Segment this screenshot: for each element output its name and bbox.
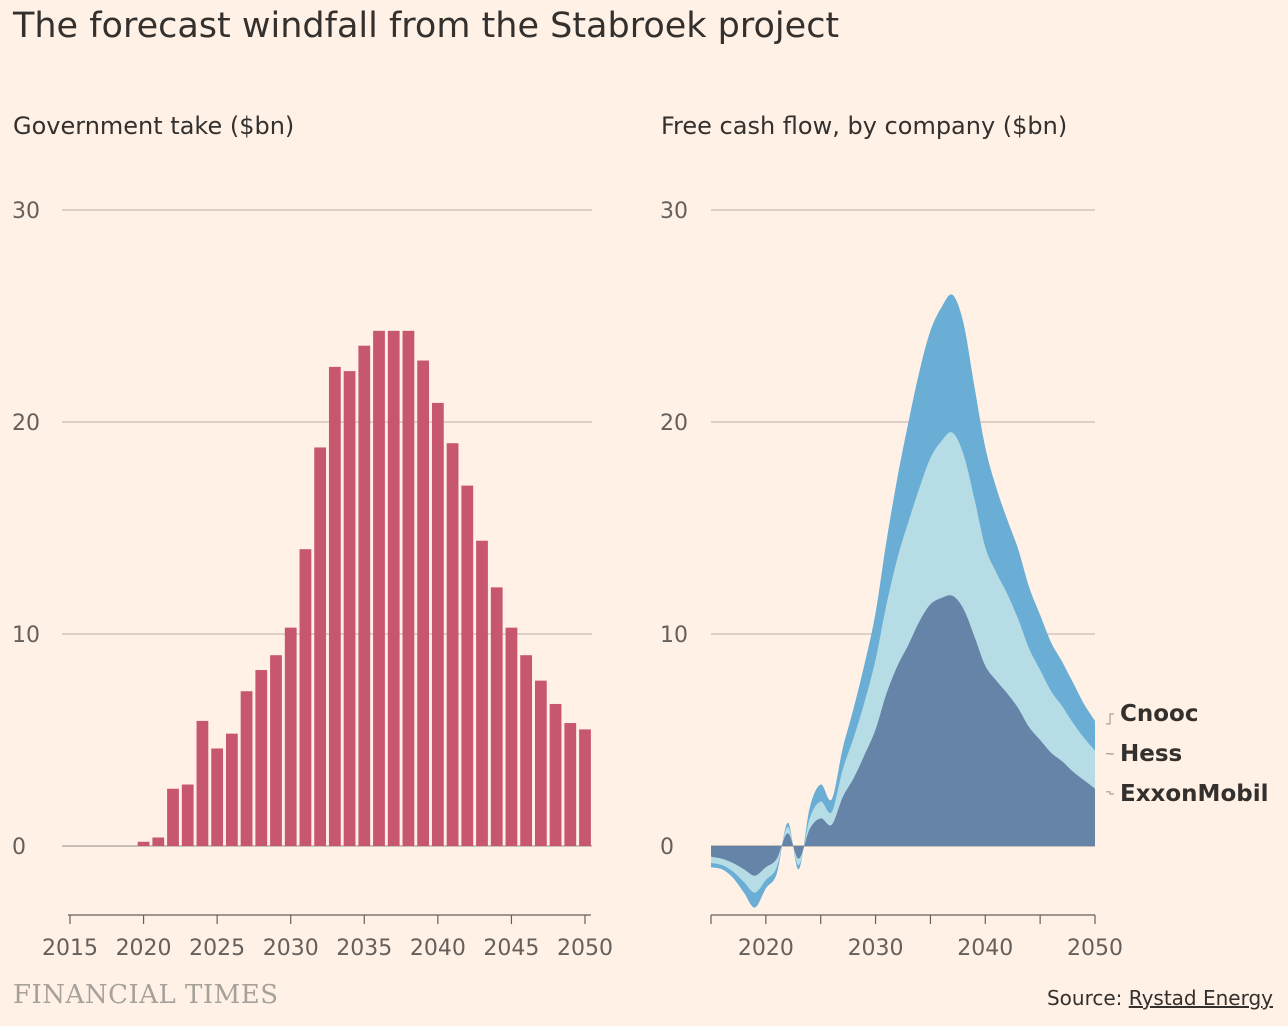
bar-2035 — [358, 345, 371, 846]
legend-connector-0 — [1106, 713, 1114, 725]
bar-2021 — [152, 837, 165, 846]
chart-title: The forecast windfall from the Stabroek … — [13, 6, 840, 46]
bar-2037 — [387, 330, 400, 847]
x-tick-label-2020: 2020 — [116, 936, 172, 961]
bar-2024 — [196, 720, 209, 846]
y-tick-label-0: 0 — [12, 835, 26, 860]
bar-2030 — [284, 627, 297, 846]
bar-2049 — [564, 723, 577, 846]
bar-2029 — [270, 655, 282, 846]
source-link[interactable]: Rystad Energy — [1128, 986, 1273, 1010]
y-tick-label-20: 20 — [660, 411, 688, 436]
bar-2038 — [402, 330, 415, 847]
bar-2036 — [373, 330, 385, 847]
y-tick-label-10: 10 — [12, 623, 40, 648]
legend-connector-2 — [1106, 791, 1114, 795]
y-tick-label-20: 20 — [12, 411, 40, 436]
bar-2028 — [255, 670, 268, 846]
bar-2047 — [534, 680, 547, 846]
bar-2048 — [549, 703, 562, 846]
x-tick-label-2035: 2035 — [336, 936, 392, 961]
bar-2043 — [476, 540, 488, 846]
bar-2039 — [417, 360, 430, 846]
bar-2025 — [211, 748, 224, 846]
bar-2027 — [240, 691, 253, 846]
legend-label-hess: Hess — [1120, 741, 1183, 767]
area-exxonmobil — [711, 595, 1095, 876]
bar-2044 — [490, 587, 503, 846]
y-tick-label-30: 30 — [660, 199, 688, 224]
bar-2022 — [167, 788, 179, 846]
bar-2032 — [314, 447, 327, 846]
y-tick-label-30: 30 — [12, 199, 40, 224]
x-tick-label-2025: 2025 — [189, 936, 245, 961]
source-note: Source: Rystad Energy — [1047, 986, 1273, 1010]
bar-2040 — [431, 402, 444, 846]
bar-2042 — [461, 485, 474, 846]
bar-2045 — [505, 627, 518, 846]
x-tick-label-2040: 2040 — [957, 936, 1013, 961]
source-prefix: Source: — [1046, 986, 1129, 1010]
x-tick-label-2030: 2030 — [263, 936, 319, 961]
bar-2020 — [137, 841, 150, 846]
x-tick-label-2020: 2020 — [738, 936, 794, 961]
ft-logo: FINANCIAL TIMES — [13, 980, 279, 1010]
y-tick-label-10: 10 — [660, 623, 688, 648]
legend-label-cnooc: Cnooc — [1120, 701, 1199, 727]
x-tick-label-2045: 2045 — [483, 936, 539, 961]
x-tick-label-2050: 2050 — [1067, 936, 1123, 961]
bar-2046 — [520, 655, 533, 846]
x-tick-label-2030: 2030 — [848, 936, 904, 961]
bar-2023 — [181, 784, 194, 846]
bar-2026 — [225, 733, 238, 846]
legend-label-exxonmobil: ExxonMobil — [1120, 781, 1269, 807]
bar-2034 — [343, 371, 356, 846]
y-tick-label-0: 0 — [660, 835, 674, 860]
bar-2041 — [446, 443, 459, 846]
x-tick-label-2015: 2015 — [42, 936, 98, 961]
bar-2033 — [328, 366, 341, 846]
x-tick-label-2040: 2040 — [410, 936, 466, 961]
right-chart-title: Free cash flow, by company ($bn) — [661, 112, 1068, 140]
bar-2050 — [579, 729, 591, 846]
left-chart-title: Government take ($bn) — [13, 112, 295, 140]
x-tick-label-2050: 2050 — [557, 936, 613, 961]
bar-2031 — [299, 549, 312, 846]
